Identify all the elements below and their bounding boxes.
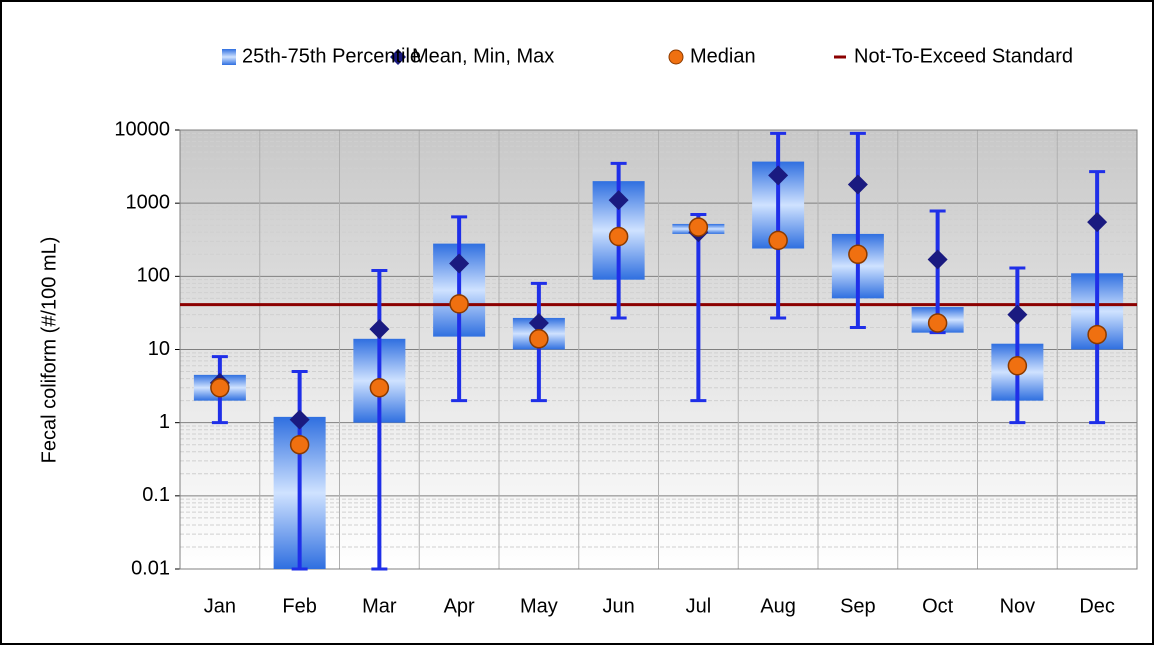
y-tick-label: 0.01 xyxy=(131,557,170,579)
median-marker xyxy=(289,434,310,455)
x-tick-label: Apr xyxy=(444,595,475,617)
median-marker xyxy=(688,217,709,237)
x-tick-label: Mar xyxy=(362,595,397,617)
y-tick-label: 10000 xyxy=(114,118,170,140)
median-marker xyxy=(768,230,788,251)
y-tick-label: 10 xyxy=(148,338,170,360)
x-tick-label: Aug xyxy=(760,595,796,617)
x-tick-label: Nov xyxy=(1000,595,1036,617)
median-marker xyxy=(608,226,629,247)
legend-label: 25th-75th Percentile xyxy=(242,45,421,67)
median-marker xyxy=(927,313,948,333)
x-tick-label: Dec xyxy=(1079,595,1115,617)
mean-marker xyxy=(289,409,310,430)
x-tick-label: Jun xyxy=(603,595,635,617)
median-marker xyxy=(369,378,390,398)
legend-swatch xyxy=(668,49,684,65)
median-marker xyxy=(210,378,230,398)
y-tick-label: 1000 xyxy=(126,191,171,213)
mean-marker xyxy=(1007,304,1028,325)
legend-label: Median xyxy=(690,45,756,67)
mean-marker xyxy=(369,319,390,340)
mean-marker xyxy=(768,165,789,186)
mean-marker xyxy=(847,174,868,195)
x-tick-label: Feb xyxy=(282,595,316,617)
median-marker xyxy=(848,244,868,265)
mean-marker xyxy=(927,249,948,270)
median-marker xyxy=(1007,355,1028,376)
y-axis-label: Fecal coliform (#/100 mL) xyxy=(38,237,60,464)
legend-label: Mean, Min, Max xyxy=(412,45,554,67)
y-tick-label: 100 xyxy=(137,265,170,287)
plot-border xyxy=(179,129,1138,570)
median-marker xyxy=(449,294,469,314)
mean-marker xyxy=(1087,212,1108,233)
legend-swatch xyxy=(222,49,236,65)
legend-swatch xyxy=(390,49,406,65)
x-tick-label: Jan xyxy=(204,595,236,617)
median-marker xyxy=(1087,324,1107,345)
median-marker xyxy=(529,329,549,349)
x-tick-label: Sep xyxy=(840,595,876,617)
x-tick-label: Oct xyxy=(922,595,954,617)
y-tick-label: 0.1 xyxy=(142,484,170,506)
mean-marker xyxy=(608,190,629,211)
y-tick-label: 1 xyxy=(159,411,170,433)
x-tick-label: May xyxy=(520,595,558,617)
mean-marker xyxy=(449,253,470,274)
legend-label: Not-To-Exceed Standard xyxy=(854,45,1073,67)
x-tick-label: Jul xyxy=(686,595,712,617)
mean-marker xyxy=(528,313,549,334)
